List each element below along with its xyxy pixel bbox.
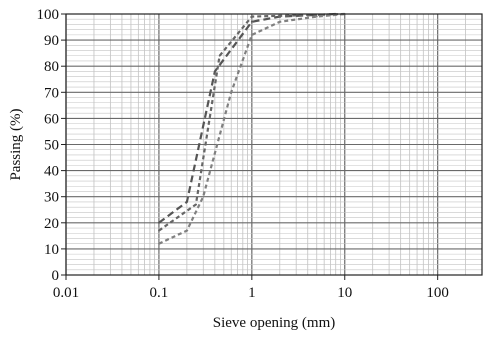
data-point bbox=[250, 20, 253, 23]
data-point bbox=[194, 203, 197, 206]
y-tick-label: 20 bbox=[44, 216, 59, 232]
y-tick-label: 30 bbox=[44, 190, 59, 206]
grid bbox=[65, 13, 483, 276]
x-tick-label: 0.1 bbox=[150, 285, 169, 301]
data-point bbox=[218, 54, 221, 57]
y-tick-label: 60 bbox=[44, 111, 59, 127]
data-point bbox=[230, 91, 233, 94]
data-point bbox=[278, 20, 281, 23]
y-tick-label: 90 bbox=[44, 33, 59, 49]
data-point bbox=[315, 15, 318, 18]
y-tick-label: 70 bbox=[44, 85, 59, 101]
y-tick-label: 100 bbox=[37, 7, 60, 23]
data-point bbox=[185, 201, 188, 203]
data-point bbox=[158, 242, 160, 245]
data-point bbox=[158, 221, 160, 224]
y-tick-label: 0 bbox=[52, 268, 60, 284]
y-axis-label: Passing (%) bbox=[8, 108, 24, 180]
series-line-2 bbox=[158, 12, 345, 232]
data-point bbox=[250, 15, 253, 18]
plot-frame bbox=[65, 13, 483, 276]
x-axis-label: Sieve opening (mm) bbox=[213, 315, 335, 331]
series-line-3 bbox=[158, 12, 345, 245]
x-tick-label: 10 bbox=[337, 285, 352, 301]
data-point bbox=[185, 229, 188, 232]
x-tick-label: 0.01 bbox=[53, 285, 79, 301]
data-point bbox=[213, 70, 216, 73]
y-tick-label: 40 bbox=[44, 164, 59, 180]
data-point bbox=[250, 33, 253, 36]
tick-labels: 0 10 20 30 40 50 60 70 80 90 100 0.01 0.1 1 10 100 bbox=[37, 7, 449, 301]
x-tick-label: 1 bbox=[248, 285, 256, 301]
data-point bbox=[202, 195, 205, 198]
y-tick-label: 10 bbox=[44, 242, 59, 258]
data-point bbox=[158, 229, 160, 232]
x-tick-label: 100 bbox=[426, 285, 449, 301]
y-tick-label: 80 bbox=[44, 59, 59, 75]
y-tick-label: 50 bbox=[44, 138, 59, 154]
